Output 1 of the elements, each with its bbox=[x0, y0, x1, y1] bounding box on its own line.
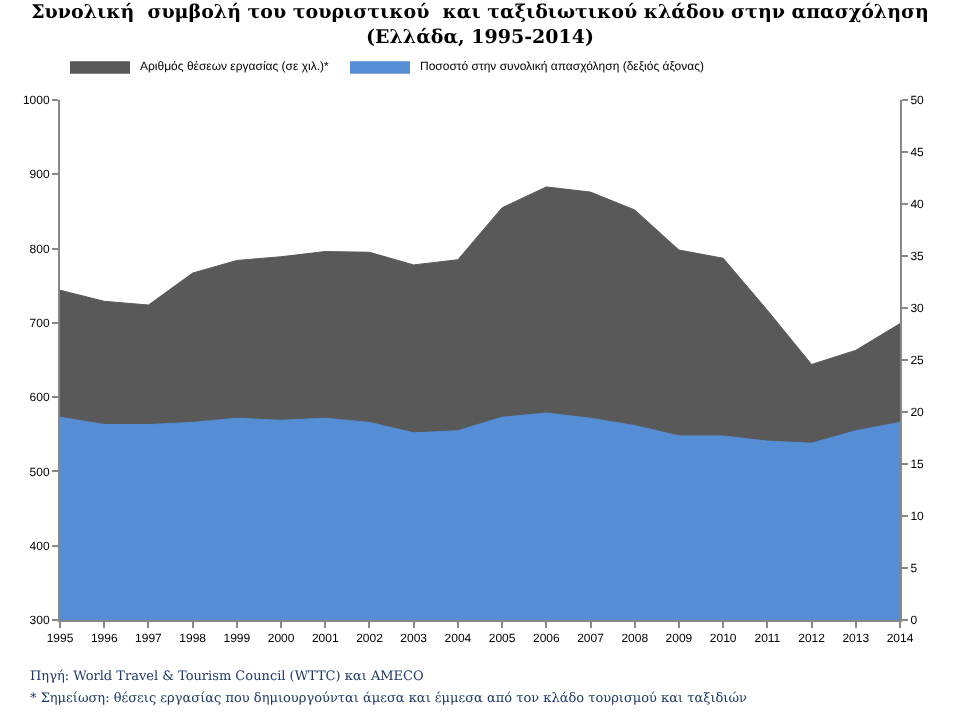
chart-title: Συνολική συμβολή του τουριστικού και ταξιδιωτικού κλάδου στην απασχόληση (Ελλάδα, 1995-2014) bbox=[31, 2, 929, 49]
